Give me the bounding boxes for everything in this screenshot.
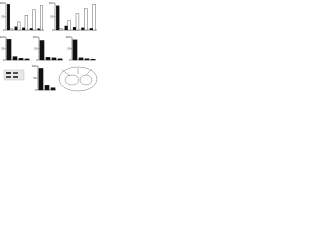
bar bbox=[72, 39, 78, 61]
bar bbox=[29, 28, 33, 31]
y-tick-label: 50 bbox=[33, 76, 37, 80]
y-tick-label: 100 bbox=[33, 35, 38, 39]
y-tick-label: 0 bbox=[3, 28, 5, 32]
bar bbox=[44, 85, 50, 91]
bar bbox=[67, 20, 71, 31]
bar bbox=[24, 14, 28, 31]
bar bbox=[37, 28, 41, 31]
y-tick-label: 0 bbox=[35, 88, 37, 92]
bar bbox=[9, 28, 13, 31]
bar bbox=[12, 56, 18, 61]
bar bbox=[45, 57, 51, 61]
bar bbox=[24, 58, 30, 61]
bar bbox=[92, 4, 96, 31]
pathway-diagram bbox=[58, 66, 98, 92]
bar bbox=[78, 57, 84, 61]
bar bbox=[84, 8, 88, 31]
y-tick-label: 0 bbox=[52, 28, 54, 32]
y-tick-label: 50 bbox=[1, 46, 5, 50]
y-tick-label: 50 bbox=[1, 14, 5, 18]
bar bbox=[64, 25, 68, 31]
bar bbox=[59, 28, 63, 31]
y-tick-label: 0 bbox=[3, 58, 5, 62]
bar bbox=[6, 4, 10, 31]
bar bbox=[56, 5, 60, 31]
y-tick-label: 0 bbox=[69, 58, 71, 62]
y-tick-label: 50 bbox=[50, 14, 54, 18]
bar bbox=[17, 21, 21, 31]
bar bbox=[18, 58, 24, 61]
bar bbox=[32, 9, 36, 31]
bar bbox=[72, 27, 77, 31]
bar bbox=[89, 28, 93, 31]
bar bbox=[22, 27, 26, 31]
bar bbox=[84, 58, 90, 61]
y-tick-label: 100 bbox=[32, 64, 37, 68]
y-tick-label: 100 bbox=[66, 35, 71, 39]
bar bbox=[81, 27, 85, 31]
figure: 0 50 100 0 50 100 0 50 100 0 50 100 0 50 100 0 50 100 bbox=[0, 1, 98, 92]
y-tick-label: 50 bbox=[67, 46, 71, 50]
bar bbox=[40, 5, 44, 31]
bar bbox=[51, 57, 57, 61]
bar bbox=[90, 58, 96, 61]
bar bbox=[38, 68, 44, 91]
y-tick-label: 100 bbox=[49, 1, 54, 5]
y-tick-label: 0 bbox=[36, 58, 38, 62]
y-tick-label: 100 bbox=[0, 35, 5, 39]
y-tick-label: 100 bbox=[0, 1, 5, 5]
bar bbox=[57, 58, 63, 61]
bar bbox=[50, 87, 56, 91]
bar bbox=[75, 13, 80, 31]
western-blot bbox=[3, 69, 25, 81]
bar bbox=[14, 26, 18, 31]
y-tick-label: 50 bbox=[34, 46, 38, 50]
bar bbox=[39, 40, 45, 61]
bar bbox=[6, 39, 12, 61]
